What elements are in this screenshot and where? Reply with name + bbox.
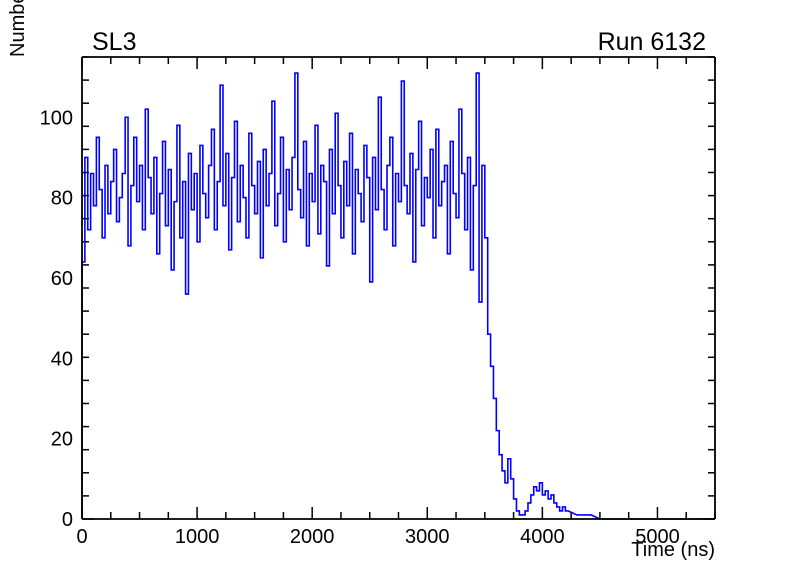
x-tick-label: 5000 <box>635 526 680 548</box>
x-axis-title: Time (ns) <box>631 539 715 561</box>
digis-time-histogram-line <box>81 72 715 520</box>
y-tick-label: 20 <box>51 429 73 451</box>
y-tick-label: 0 <box>62 509 73 531</box>
y-tick-label: 80 <box>51 188 73 210</box>
x-tick-label: 0 <box>76 526 87 548</box>
y-tick-label: 100 <box>40 107 73 129</box>
x-tick-label: 3000 <box>405 526 450 548</box>
pad-title-left: SL3 <box>92 28 136 56</box>
x-tick-label: 1000 <box>175 526 220 548</box>
x-axis-ticks: 0 1000 2000 3000 4000 5000 <box>76 57 716 548</box>
pad-title-right: Run 6132 <box>598 28 706 56</box>
y-tick-label: 60 <box>51 268 73 290</box>
x-tick-label: 2000 <box>290 526 335 548</box>
y-tick-label: 40 <box>51 348 73 370</box>
x-tick-label: 4000 <box>520 526 565 548</box>
plot-frame <box>81 56 716 520</box>
y-axis-title: Number of digis <box>7 0 29 57</box>
y-axis-ticks: 0 20 40 60 80 100 <box>40 56 715 531</box>
